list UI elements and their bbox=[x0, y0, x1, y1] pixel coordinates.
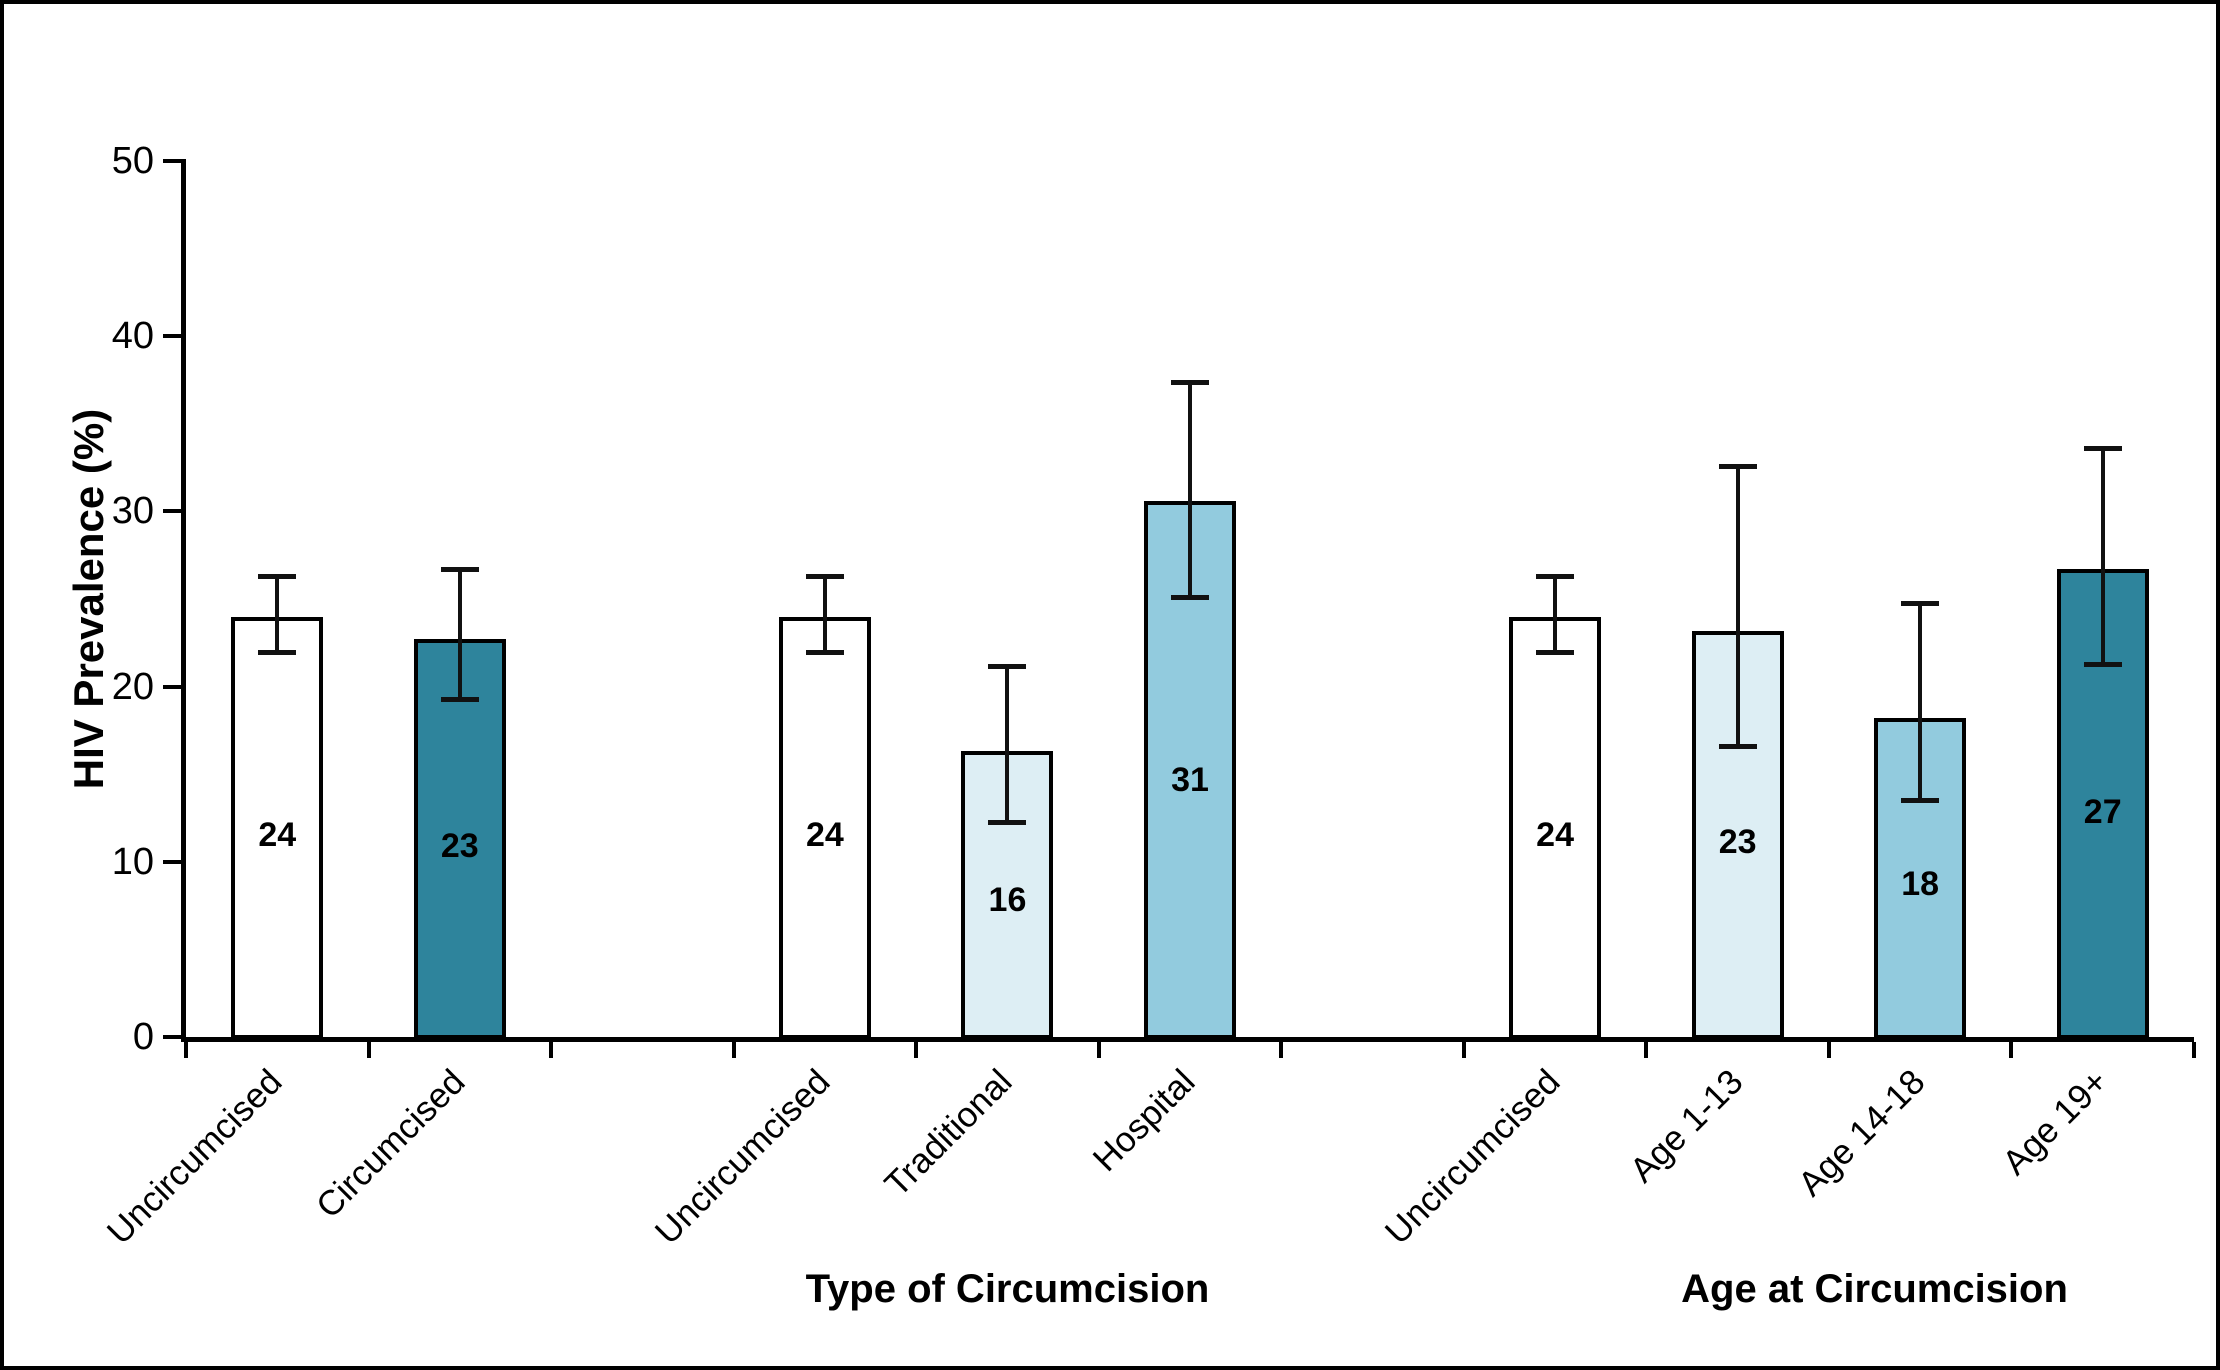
error-bar-cap-bottom bbox=[440, 696, 479, 702]
error-bar-cap-bottom bbox=[2083, 661, 2122, 667]
category-label-uncircumcised: Uncircumcised bbox=[1377, 1062, 1568, 1252]
error-bar-whisker bbox=[1918, 602, 1923, 801]
y-tick bbox=[163, 334, 181, 339]
y-tick-label: 30 bbox=[111, 490, 154, 533]
x-axis-line bbox=[181, 1037, 2194, 1042]
group-title-age-at-circumcision: Age at Circumcision bbox=[1681, 1267, 2068, 1311]
bar-value-label: 24 bbox=[805, 816, 844, 855]
y-axis-line bbox=[181, 159, 186, 1042]
error-bar-whisker bbox=[1005, 665, 1010, 822]
error-bar-cap-top bbox=[988, 663, 1027, 669]
error-bar-whisker bbox=[275, 576, 280, 652]
bar-hospital bbox=[1144, 500, 1236, 1039]
error-bar-cap-top bbox=[1171, 379, 1209, 385]
error-bar-cap-top bbox=[440, 567, 479, 573]
error-bar-cap-top bbox=[1901, 600, 1940, 606]
bar-value-label: 24 bbox=[1536, 816, 1574, 855]
error-bar-cap-bottom bbox=[1718, 744, 1757, 750]
x-tick bbox=[914, 1042, 919, 1058]
x-tick bbox=[184, 1042, 188, 1058]
error-bar-cap-top bbox=[2083, 446, 2122, 452]
error-bar-cap-bottom bbox=[988, 819, 1027, 825]
x-tick bbox=[1461, 1042, 1466, 1058]
bar-value-label: 18 bbox=[1901, 864, 1940, 903]
y-tick-label: 10 bbox=[111, 840, 154, 883]
category-label-age-1-13: Age 1-13 bbox=[1622, 1062, 1751, 1191]
x-tick bbox=[1826, 1042, 1831, 1058]
error-bar-whisker bbox=[1735, 465, 1740, 747]
y-tick bbox=[163, 1035, 181, 1039]
error-bar-cap-bottom bbox=[258, 649, 297, 655]
x-tick bbox=[1096, 1042, 1101, 1058]
y-tick bbox=[163, 159, 181, 163]
bar-value-label: 16 bbox=[988, 880, 1027, 919]
group-title-type-of-circumcision: Type of Circumcision bbox=[805, 1267, 1210, 1311]
x-tick bbox=[549, 1042, 554, 1058]
bar-uncircumcised bbox=[778, 616, 871, 1039]
y-tick bbox=[163, 684, 181, 689]
error-bar-cap-top bbox=[258, 574, 297, 580]
x-tick bbox=[731, 1042, 736, 1058]
error-bar-whisker bbox=[822, 576, 827, 652]
error-bar-cap-bottom bbox=[1536, 649, 1575, 655]
x-tick bbox=[2009, 1042, 2014, 1058]
y-tick-label: 20 bbox=[111, 665, 154, 708]
y-tick-label: 50 bbox=[111, 140, 154, 182]
error-bar-whisker bbox=[2100, 448, 2105, 664]
bar-uncircumcised bbox=[231, 616, 324, 1039]
bar-circumcised bbox=[413, 639, 506, 1039]
y-tick bbox=[163, 509, 181, 514]
category-label-age-19: Age 19+ bbox=[1994, 1062, 2116, 1183]
y-tick-label: 0 bbox=[132, 1016, 154, 1058]
error-bar-cap-bottom bbox=[1901, 798, 1940, 804]
x-tick bbox=[2192, 1042, 2196, 1058]
x-tick bbox=[1279, 1042, 1284, 1058]
category-label-age-14-18: Age 14-18 bbox=[1790, 1062, 1933, 1204]
category-label-uncircumcised: Uncircumcised bbox=[99, 1062, 290, 1252]
category-label-circumcised: Circumcised bbox=[308, 1062, 473, 1226]
error-bar-cap-bottom bbox=[1171, 595, 1209, 601]
error-bar-cap-top bbox=[1536, 574, 1575, 580]
bar-value-label: 23 bbox=[1718, 822, 1757, 861]
y-tick bbox=[163, 859, 181, 864]
error-bar-whisker bbox=[1553, 576, 1558, 652]
x-tick bbox=[1644, 1042, 1649, 1058]
y-tick-label: 40 bbox=[111, 315, 154, 358]
bar-value-label: 31 bbox=[1171, 760, 1209, 799]
category-label-uncircumcised: Uncircumcised bbox=[647, 1062, 838, 1252]
bar-value-label: 23 bbox=[440, 827, 479, 866]
error-bar-cap-top bbox=[805, 574, 844, 580]
error-bar-cap-top bbox=[1718, 463, 1757, 469]
y-axis-title: HIV Prevalence (%) bbox=[65, 408, 112, 790]
x-tick bbox=[366, 1042, 371, 1058]
category-label-traditional: Traditional bbox=[877, 1062, 1021, 1205]
error-bar-whisker bbox=[1188, 381, 1192, 598]
bar-value-label: 27 bbox=[2083, 793, 2122, 832]
error-bar-cap-bottom bbox=[805, 649, 844, 655]
category-label-hospital: Hospital bbox=[1085, 1062, 1203, 1179]
error-bar-whisker bbox=[457, 569, 462, 699]
bar-value-label: 24 bbox=[258, 816, 297, 855]
